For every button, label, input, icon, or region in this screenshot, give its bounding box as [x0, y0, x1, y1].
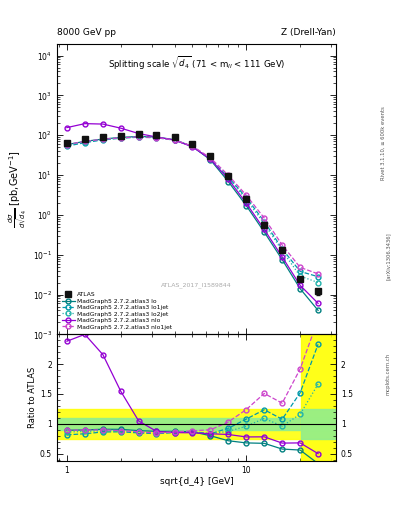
Text: Splitting scale $\sqrt{d_4}$ (71 < m$_{ll}$ < 111 GeV): Splitting scale $\sqrt{d_4}$ (71 < m$_{l…	[108, 55, 285, 72]
Text: Z (Drell-Yan): Z (Drell-Yan)	[281, 28, 336, 37]
Y-axis label: $\frac{d\sigma}{d\sqrt{d_4}}$ [pb,GeV$^{-1}$]: $\frac{d\sigma}{d\sqrt{d_4}}$ [pb,GeV$^{…	[7, 150, 30, 228]
Text: Rivet 3.1.10, ≥ 600k events: Rivet 3.1.10, ≥ 600k events	[381, 106, 386, 180]
Text: [arXiv:1306.3436]: [arXiv:1306.3436]	[386, 232, 391, 280]
Text: mcplots.cern.ch: mcplots.cern.ch	[386, 353, 391, 395]
Legend: ATLAS, MadGraph5 2.7.2.atlas3 lo, MadGraph5 2.7.2.atlas3 lo1jet, MadGraph5 2.7.2: ATLAS, MadGraph5 2.7.2.atlas3 lo, MadGra…	[60, 290, 174, 331]
Bar	[57, 418, 336, 430]
Bar	[57, 409, 336, 439]
Text: ATLAS_2017_I1589844: ATLAS_2017_I1589844	[161, 282, 232, 288]
Text: 8000 GeV pp: 8000 GeV pp	[57, 28, 116, 37]
X-axis label: sqrt{d_4} [GeV]: sqrt{d_4} [GeV]	[160, 477, 233, 486]
Y-axis label: Ratio to ATLAS: Ratio to ATLAS	[28, 367, 37, 428]
